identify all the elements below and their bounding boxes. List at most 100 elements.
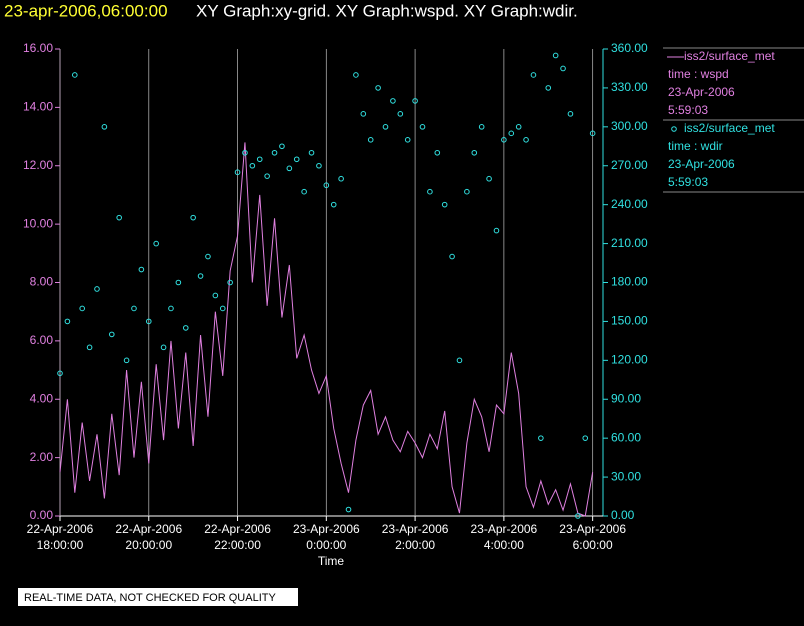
- legend-label: iss2/surface_met: [684, 121, 775, 135]
- wdir-point: [249, 162, 256, 169]
- x-tick-label: 23-Apr-2006 4:00:00: [471, 522, 538, 552]
- legend-detail: 23-Apr-2006: [668, 85, 735, 99]
- footer: REAL-TIME DATA, NOT CHECKED FOR QUALITY: [24, 592, 276, 604]
- x-tick-label: 22-Apr-2006 20:00:00: [115, 522, 182, 552]
- wdir-point: [375, 85, 381, 91]
- wdir-point: [316, 162, 322, 169]
- wdir-point: [256, 156, 263, 163]
- y2-tick-label: 150.00: [611, 314, 648, 328]
- legend-detail: 5:59:03: [668, 175, 708, 189]
- wdir-point: [227, 279, 233, 286]
- wdir-point: [404, 137, 411, 143]
- wdir-point: [94, 286, 100, 292]
- wdir-point: [279, 143, 285, 150]
- wdir-point: [131, 305, 137, 312]
- wdir-point: [101, 124, 108, 130]
- wdir-point: [175, 279, 182, 286]
- chart-title: 23-apr-2006,06:00:00: [4, 1, 168, 20]
- y-tick-label: 14.00: [23, 100, 53, 114]
- y2-tick-label: 240.00: [611, 197, 648, 211]
- legend-detail: time : wdir: [668, 139, 723, 153]
- wdir-point: [508, 130, 515, 137]
- wdir-point: [538, 435, 544, 441]
- y2-tick-label: 360.00: [611, 41, 648, 55]
- wdir-point: [293, 156, 300, 163]
- wspd-line: [59, 142, 594, 517]
- wdir-point: [501, 137, 507, 143]
- footer-box: [18, 588, 298, 606]
- wdir-point: [456, 357, 463, 364]
- wdir-point: [567, 111, 574, 117]
- wdir-point: [419, 124, 426, 130]
- wdir-point: [545, 85, 552, 91]
- wdir-point: [449, 253, 455, 260]
- legend-detail: 23-Apr-2006: [668, 157, 735, 171]
- wdir-point: [205, 253, 211, 260]
- legend-detail: time : wspd: [668, 67, 729, 81]
- wdir-point: [168, 305, 174, 312]
- x-tick-label: 23-Apr-2006 6:00:00: [559, 522, 626, 552]
- y2-tick-label: 60.00: [611, 430, 641, 444]
- y2-tick-label: 0.00: [611, 508, 635, 522]
- wdir-point: [338, 175, 344, 182]
- wdir-point: [552, 52, 559, 59]
- wdir-point: [353, 72, 359, 78]
- wdir-point: [57, 370, 63, 377]
- x-axis-label: Time: [318, 554, 345, 568]
- y2-tick-label: 180.00: [611, 275, 648, 289]
- wdir-point: [464, 188, 470, 195]
- wdir-point: [242, 149, 248, 156]
- wdir-point: [471, 149, 478, 156]
- wdir-point: [108, 331, 115, 338]
- y-tick-label: 6.00: [30, 333, 54, 347]
- wdir-point: [323, 182, 330, 189]
- y2-tick-label: 270.00: [611, 158, 648, 172]
- wdir-point: [367, 137, 374, 143]
- y2-tick-label: 210.00: [611, 236, 648, 250]
- wdir-point: [182, 325, 189, 331]
- y-tick-label: 2.00: [30, 450, 54, 464]
- wdir-point: [138, 266, 145, 273]
- wdir-point: [382, 124, 389, 130]
- wdir-point: [427, 188, 433, 195]
- wdir-point: [123, 357, 130, 364]
- wdir-point: [197, 273, 204, 279]
- wdir-point: [486, 175, 492, 182]
- wdir-point: [515, 124, 522, 130]
- y2-tick-label: 120.00: [611, 353, 648, 367]
- wdir-point: [530, 72, 537, 78]
- wdir-point: [345, 506, 352, 513]
- wdir-point: [116, 214, 122, 221]
- x-tick-label: 23-Apr-2006 0:00:00: [293, 522, 360, 552]
- wdir-point: [153, 240, 159, 247]
- chart-subtitle: XY Graph:xy-grid. XY Graph:wspd. XY Grap…: [196, 1, 578, 20]
- x-tick-label: 23-Apr-2006 2:00:00: [382, 522, 449, 552]
- y-tick-label: 0.00: [30, 508, 54, 522]
- wdir-point: [64, 318, 71, 325]
- wdir-point: [212, 292, 219, 299]
- y-tick-label: 8.00: [30, 275, 54, 289]
- wdir-point: [441, 201, 448, 208]
- wdir-point: [560, 65, 566, 72]
- wdir-point: [582, 435, 589, 441]
- y-tick-label: 12.00: [23, 158, 53, 172]
- wdir-point: [271, 149, 278, 156]
- wdir-point: [434, 149, 441, 156]
- wdir-point: [589, 130, 596, 137]
- wdir-point: [575, 513, 581, 519]
- y2-tick-label: 300.00: [611, 119, 648, 133]
- wdir-point: [390, 98, 396, 104]
- legend-detail: 5:59:03: [668, 103, 708, 117]
- wdir-point: [493, 227, 500, 234]
- legend-marker: [671, 126, 677, 132]
- wdir-point: [397, 111, 404, 117]
- wdir-point: [145, 318, 152, 325]
- wdir-point: [301, 188, 307, 195]
- y-tick-label: 10.00: [23, 216, 53, 230]
- y2-tick-label: 90.00: [611, 391, 641, 405]
- x-tick-label: 22-Apr-2006 18:00:00: [27, 522, 94, 552]
- y2-tick-label: 330.00: [611, 80, 648, 94]
